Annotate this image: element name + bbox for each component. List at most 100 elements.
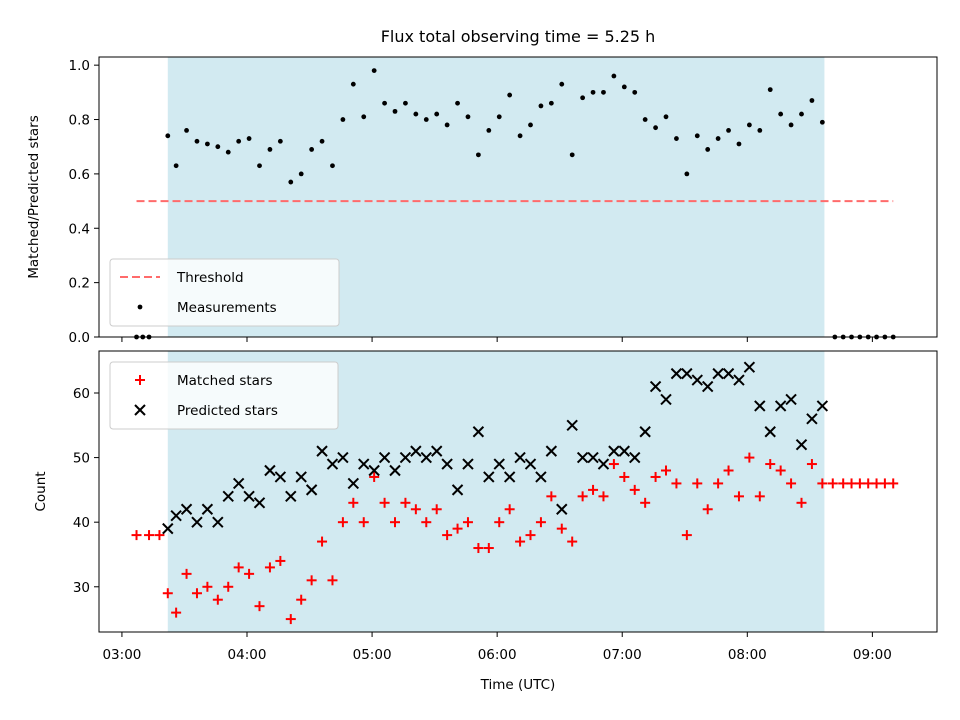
matched-stars-point [681, 530, 692, 541]
predicted-stars-point-b [285, 490, 297, 503]
measurements-point [757, 127, 763, 133]
legend-predicted-stars-swatch-b [134, 404, 146, 416]
predicted-stars-point [162, 522, 174, 535]
predicted-stars-point [389, 464, 401, 477]
measurements-point [746, 122, 752, 128]
bottom-y-tick-label: 50 [73, 451, 90, 467]
matched-stars-point [535, 517, 546, 528]
predicted-stars-point-b [743, 361, 756, 373]
predicted-stars-point-b [597, 458, 610, 470]
matched-stars-point [390, 517, 401, 528]
measurements-point [736, 141, 742, 147]
matched-stars-point [348, 497, 359, 508]
measurements-point [267, 147, 273, 152]
measurements-point [340, 117, 346, 122]
matched-stars-point [854, 478, 865, 489]
measurements-point [246, 136, 252, 141]
measurements-point [225, 149, 231, 155]
matched-stars-point [223, 581, 234, 592]
matched-stars-point [577, 491, 588, 502]
matched-stars-point [244, 568, 255, 579]
predicted-stars-point-b [410, 445, 422, 457]
matched-stars-point [131, 530, 142, 541]
predicted-stars-point [806, 413, 818, 425]
measurements-point [475, 152, 481, 158]
predicted-stars-point-b [316, 445, 328, 457]
predicted-stars-point-b [264, 464, 276, 477]
matched-stars-point [723, 465, 734, 476]
matched-stars-point [306, 575, 317, 586]
measurements-point [277, 138, 283, 144]
chart-title: Flux total observing time = 5.25 h [381, 27, 656, 46]
predicted-stars-point [378, 451, 391, 464]
matched-stars-point [846, 478, 857, 489]
predicted-stars-point [441, 458, 453, 470]
matched-stars-point [296, 594, 307, 605]
matched-stars-point [421, 517, 432, 528]
measurements-point [580, 95, 586, 101]
matched-stars-point [754, 491, 765, 502]
predicted-stars-point [556, 503, 568, 515]
matched-stars-point [733, 491, 744, 502]
predicted-stars-point [410, 445, 422, 457]
measurements-point [298, 171, 304, 177]
measurements-point [538, 103, 544, 109]
predicted-stars-point-b [660, 393, 672, 406]
predicted-stars-point-b [420, 451, 432, 464]
predicted-stars-point [253, 497, 266, 509]
predicted-stars-point [201, 503, 214, 515]
predicted-stars-point [243, 490, 255, 503]
predicted-stars-point-b [162, 522, 174, 535]
matched-stars-point [473, 543, 484, 554]
matched-stars-point [431, 504, 442, 515]
matched-stars-point [379, 497, 390, 508]
measurements-point [413, 111, 419, 117]
measurements-point [507, 92, 513, 98]
predicted-stars-point [305, 484, 318, 496]
predicted-stars-point-b [795, 438, 808, 451]
predicted-stars-point [816, 400, 829, 412]
top-legend-frame [109, 258, 340, 327]
predicted-stars-point [691, 374, 703, 386]
predicted-stars-point-b [389, 464, 401, 477]
measurements-point [350, 81, 356, 87]
measurements-point [767, 87, 773, 93]
predicted-stars-point-b [472, 426, 485, 438]
matched-stars-point [525, 530, 536, 541]
measurements-point [361, 114, 367, 120]
predicted-stars-point-b [639, 426, 651, 438]
bottom-y-tick-label: 40 [73, 515, 90, 531]
predicted-stars-point [618, 445, 631, 457]
predicted-stars-point-b [733, 374, 745, 386]
predicted-stars-point [712, 367, 724, 380]
predicted-stars-point-b [764, 426, 776, 438]
matched-stars-point [285, 614, 296, 625]
measurements-point [455, 100, 460, 106]
predicted-stars-point [462, 458, 474, 470]
top-panel: 0.0 0.2 0.4 0.6 0.8 1.0 Matched/Predicted star… [26, 56, 938, 346]
matched-stars-point [400, 497, 411, 508]
predicted-stars-point-b [806, 413, 818, 425]
measurements-point [809, 98, 815, 103]
measurements-point [663, 114, 669, 120]
predicted-stars-point-b [326, 458, 339, 470]
matched-stars-point [275, 555, 286, 566]
measurements-point [799, 111, 804, 117]
measurements-point [444, 122, 450, 128]
predicted-stars-point [722, 367, 735, 380]
measurements-point [434, 111, 440, 117]
measurements-point [309, 147, 315, 152]
predicted-stars-point-b [274, 471, 287, 483]
predicted-stars-point [295, 471, 307, 483]
measurements-point [184, 127, 189, 133]
bottom-legend: Matched stars Predicted stars [109, 361, 339, 430]
predicted-stars-point-b [483, 471, 495, 483]
measurements-point [194, 138, 200, 144]
matched-stars-point [556, 523, 567, 534]
x-tick-label: 04:00 [228, 647, 267, 663]
predicted-stars-point-b [545, 445, 558, 457]
matched-stars-point [671, 478, 682, 489]
measurements-point [517, 133, 523, 139]
matched-stars-point [744, 452, 755, 463]
predicted-stars-point [420, 451, 432, 464]
